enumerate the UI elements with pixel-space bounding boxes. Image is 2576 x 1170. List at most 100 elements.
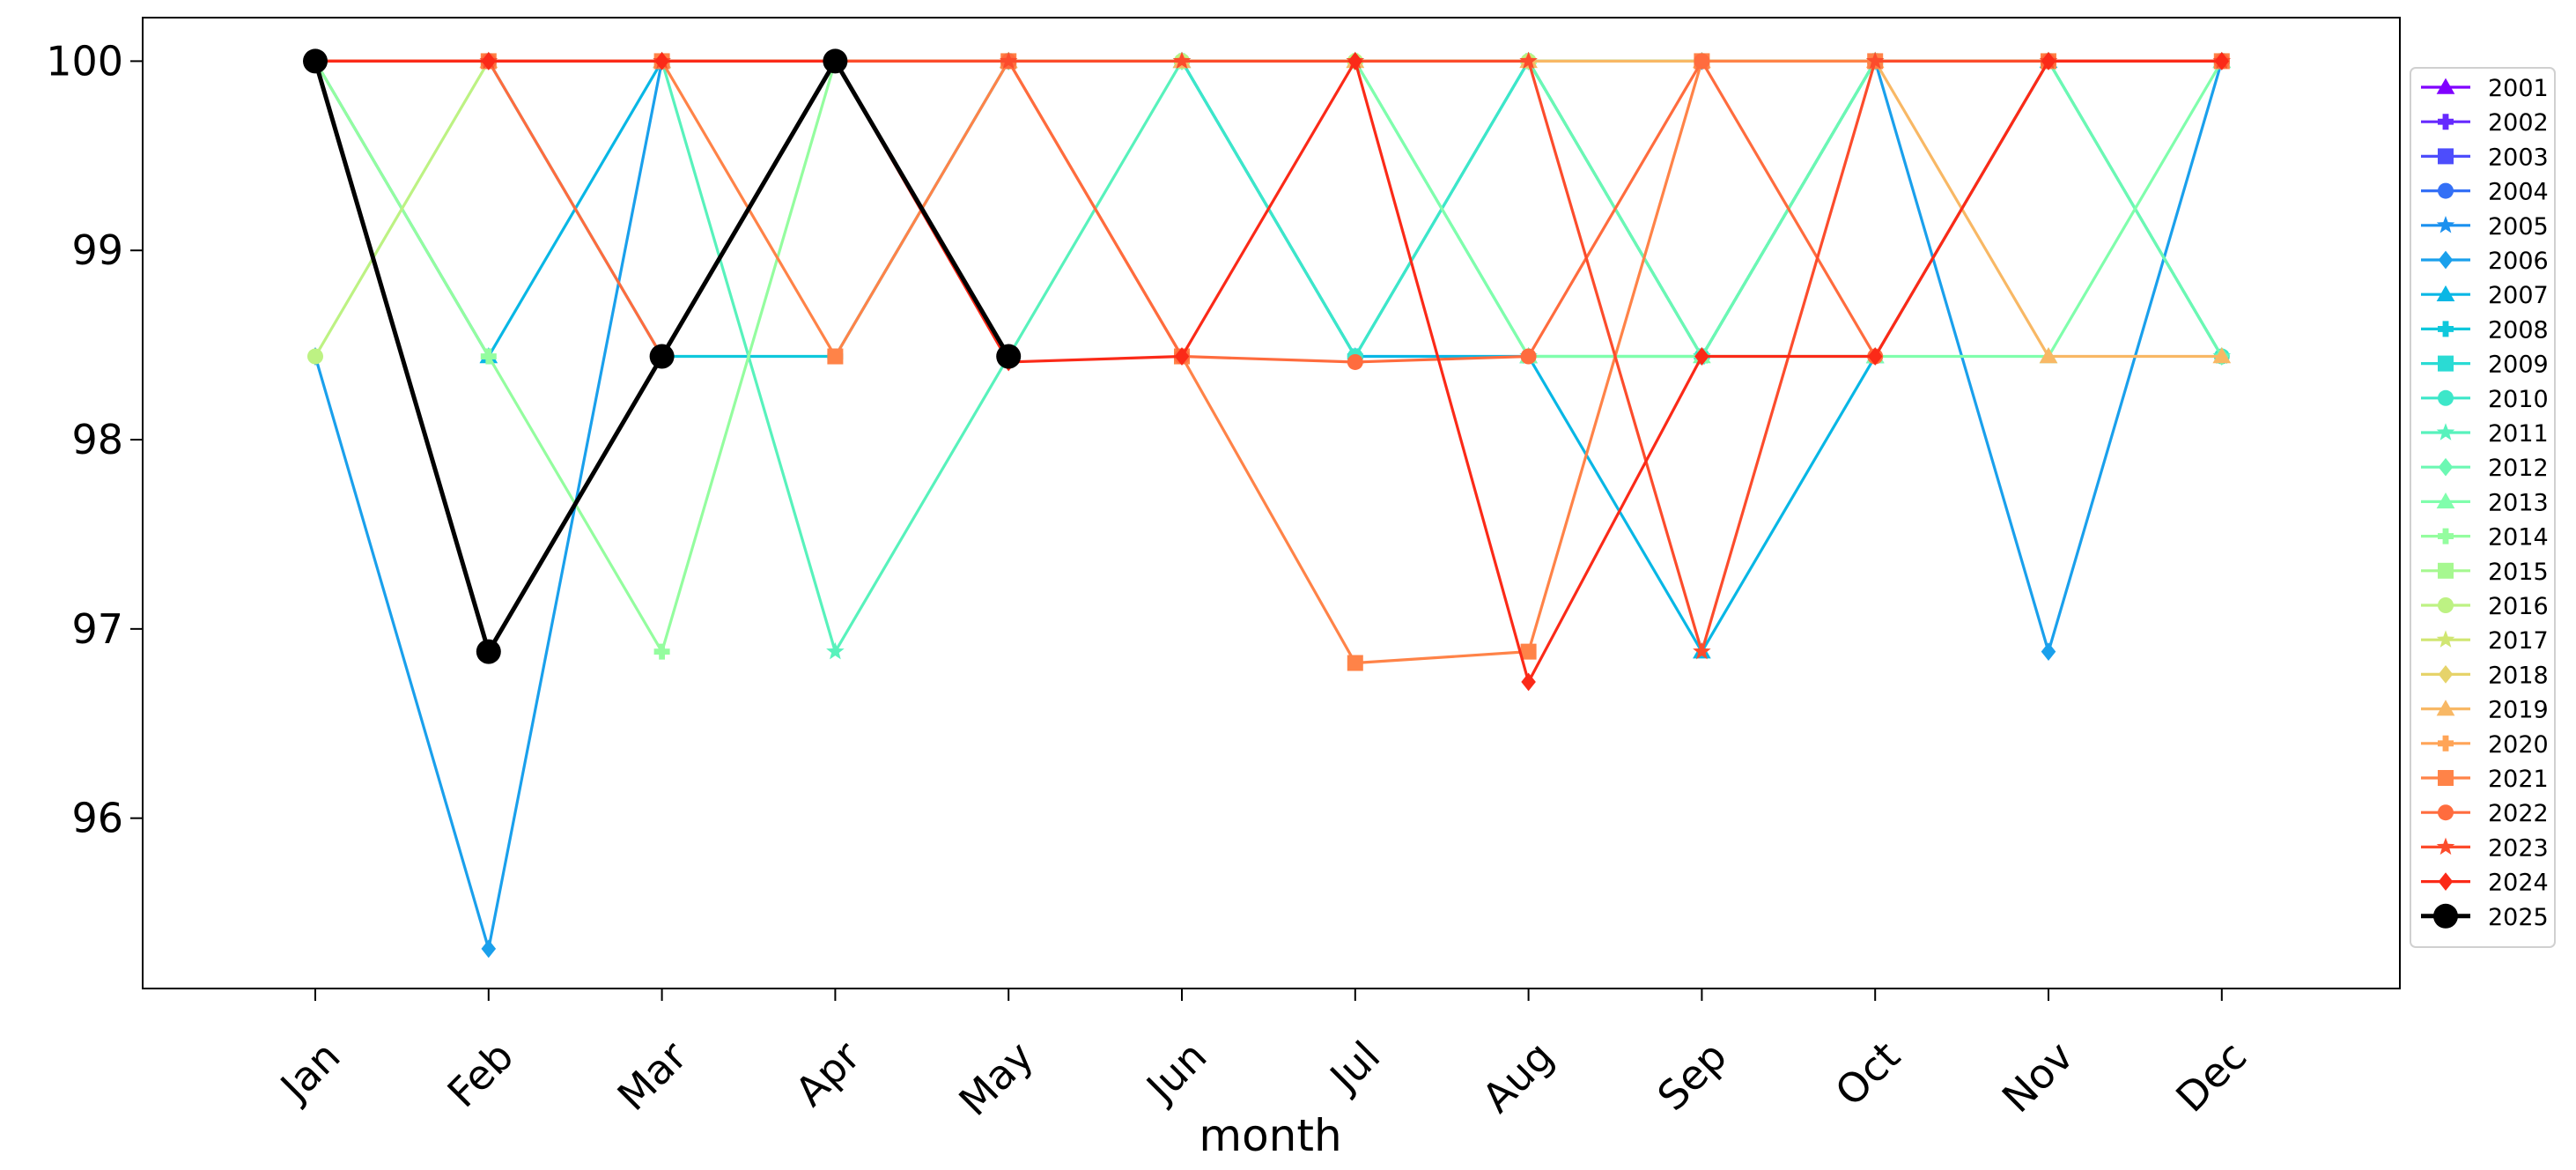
legend-label: 2009 [2488,352,2549,379]
legend-marker [2438,457,2454,477]
series-layer [303,48,2232,959]
legend-label: 2022 [2488,800,2549,827]
legend-marker [2438,389,2454,406]
legend-marker [2438,735,2454,752]
data-point [2039,347,2058,364]
legend-label: 2024 [2488,870,2549,897]
x-tick-label: Dec [2166,1032,2255,1121]
x-tick-label: Sep [1648,1032,1735,1119]
data-point [481,939,497,959]
data-point [1347,52,1363,70]
series-line [315,59,2222,364]
legend-marker [2438,872,2454,891]
data-point [1694,347,1709,366]
data-point [653,643,670,660]
legend-label: 2006 [2488,248,2549,275]
x-tick-label: Feb [439,1032,523,1116]
legend-item: 2024 [2421,870,2549,897]
legend-item: 2021 [2421,766,2549,793]
data-point [1174,347,1190,366]
legend-label: 2003 [2488,144,2549,171]
legend-item: 2020 [2421,731,2549,759]
legend-item: 2012 [2421,455,2549,482]
legend-label: 2005 [2488,213,2549,241]
legend-label: 2007 [2488,282,2549,309]
legend-marker [2438,528,2454,544]
x-tick-label: Aug [1473,1032,1562,1122]
legend-label: 2020 [2488,731,2549,759]
data-point [476,639,501,664]
data-point [2214,52,2230,70]
data-point [1520,348,1537,365]
x-tick-label: Nov [1993,1032,2083,1122]
legend-label: 2018 [2488,662,2549,689]
legend-item: 2017 [2421,627,2549,655]
legend-marker [2436,700,2455,716]
legend-marker [2438,804,2454,821]
legend-item: 2008 [2421,316,2549,344]
x-tick-label: Mar [609,1032,697,1120]
x-tick-label: Jun [1135,1032,1215,1112]
data-point [1520,643,1537,660]
legend-item: 2003 [2421,144,2549,171]
data-point [1347,353,1363,370]
legend-label: 2004 [2488,179,2549,206]
data-point [481,52,497,70]
x-tick-label: Jan [269,1032,349,1111]
legend-item: 2015 [2421,559,2549,586]
legend-item: 2004 [2421,179,2549,206]
data-point [823,48,848,74]
legend-marker [2438,355,2454,372]
y-tick-label: 100 [46,37,123,85]
data-point [1172,51,1192,70]
legend-item: 2011 [2421,420,2549,448]
legend-label: 2013 [2488,489,2549,516]
data-point [1867,347,1883,366]
legend-marker [2438,114,2454,130]
legend-item: 2013 [2421,489,2549,516]
legend-marker [2436,492,2455,509]
x-axis: Jan Feb Mar Apr May Jun Jul Aug Sep Oct Nov Dec [269,989,2255,1125]
legend-label: 2025 [2488,904,2549,931]
data-point [1347,655,1363,671]
series-2021 [307,53,2230,671]
legend-marker [2438,250,2454,270]
legend-item: 2019 [2421,697,2549,724]
legend-label: 2001 [2488,75,2549,102]
legend-marker [2436,216,2455,233]
legend-label: 2015 [2488,559,2549,586]
series-2022 [307,53,2230,370]
legend-marker [2436,423,2455,441]
legend-marker [2433,903,2458,929]
x-tick-label: Apr [786,1032,869,1115]
legend-item: 2016 [2421,593,2549,620]
data-point [1519,51,1538,70]
legend-item: 2006 [2421,248,2549,275]
legend-item: 2005 [2421,213,2549,241]
legend-label: 2002 [2488,109,2549,137]
data-point [1521,672,1536,692]
legend-marker [2438,321,2454,337]
data-point [2041,642,2056,661]
legend-item: 2025 [2421,903,2549,931]
data-point [999,51,1018,70]
legend-item: 2009 [2421,352,2549,379]
data-point [649,344,675,369]
data-point [2212,347,2232,364]
series-2006 [307,52,2230,959]
legend-item: 2002 [2421,109,2549,137]
legend-label: 2008 [2488,316,2549,344]
legend-item: 2007 [2421,282,2549,309]
data-point [1865,51,1885,70]
legend-label: 2010 [2488,386,2549,413]
series-2025 [303,48,1022,664]
legend-marker [2438,182,2454,199]
legend-item: 2014 [2421,524,2549,552]
x-tick-label: May [949,1032,1042,1124]
data-point [1693,641,1711,660]
legend-marker [2436,78,2455,94]
data-point [1694,53,1710,70]
y-tick-label: 96 [71,795,123,842]
legend-label: 2011 [2488,420,2549,448]
y-axis: 96 97 98 99 100 [46,37,143,842]
